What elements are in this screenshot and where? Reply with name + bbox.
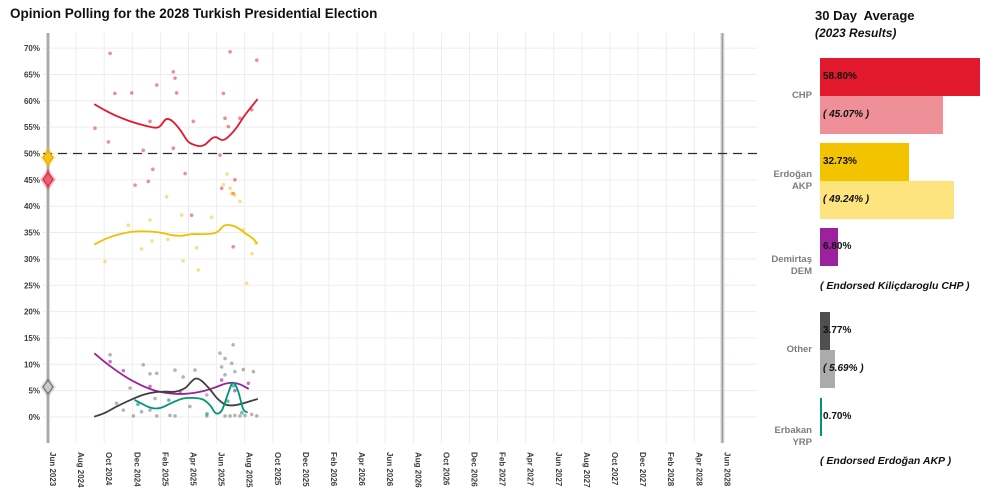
svg-text:Apr 2027: Apr 2027 — [526, 452, 535, 486]
chart-title: Opinion Polling for the 2028 Turkish Pre… — [10, 6, 378, 21]
party-label-akp: Erdoğan AKP — [773, 169, 812, 192]
svg-text:Oct 2026: Oct 2026 — [441, 452, 450, 486]
svg-text:Feb 2026: Feb 2026 — [329, 452, 338, 487]
svg-text:55%: 55% — [24, 123, 40, 132]
svg-text:Jun 2023: Jun 2023 — [48, 452, 57, 487]
avg-bar-dem — [820, 228, 839, 266]
svg-text:Oct 2024: Oct 2024 — [104, 452, 113, 486]
svg-text:20%: 20% — [24, 308, 40, 317]
party-row-other: Other 3.77% ( 5.69% ) — [770, 312, 1000, 388]
panel-header: 30 Day Average — [815, 8, 915, 23]
results-panel: 30 Day Average (2023 Results) CHP 58.80%… — [770, 0, 1000, 500]
svg-text:60%: 60% — [24, 97, 40, 106]
svg-text:Feb 2027: Feb 2027 — [498, 452, 507, 487]
svg-text:70%: 70% — [24, 44, 40, 53]
svg-text:Feb 2025: Feb 2025 — [160, 452, 169, 487]
party-label-chp: CHP — [791, 90, 812, 101]
svg-text:45%: 45% — [24, 176, 40, 185]
avg-value-chp: 58.80% — [823, 71, 857, 82]
result-value-akp: ( 49.24% ) — [823, 194, 870, 205]
party-row-akp: Erdoğan AKP 32.73% ( 49.24% ) — [770, 143, 1000, 219]
svg-text:Feb 2028: Feb 2028 — [666, 452, 675, 487]
party-label-other: Other — [786, 344, 812, 355]
svg-text:Aug 2025: Aug 2025 — [245, 452, 254, 488]
poll-points-Erdoğan AKP — [103, 172, 258, 285]
svg-text:Oct 2025: Oct 2025 — [273, 452, 282, 486]
avg-bar-other — [820, 312, 831, 350]
avg-bar-yrp — [820, 398, 822, 436]
party-row-dem: Demirtaş DEM 6.80% ( Endorsed Kiliçdarog… — [770, 228, 1000, 308]
svg-text:Dec 2026: Dec 2026 — [470, 452, 479, 487]
svg-text:Dec 2024: Dec 2024 — [132, 452, 141, 487]
avg-value-other: 3.77% — [823, 325, 852, 336]
party-row-yrp: Erbakan YRP 0.70% ( Endorsed Erdoğan AKP… — [770, 398, 1000, 473]
y-axis-labels: 0% 5% 10% 15% 20% 25% 30% 35% 40% 45% 50% 55% 60% 65%… — [24, 44, 40, 422]
svg-text:15%: 15% — [24, 334, 40, 343]
svg-text:Aug 2027: Aug 2027 — [582, 452, 591, 488]
svg-text:Aug 2024: Aug 2024 — [76, 452, 85, 488]
svg-text:Jun 2026: Jun 2026 — [385, 452, 394, 487]
svg-text:50%: 50% — [24, 150, 40, 159]
avg-bar-chp — [820, 58, 980, 96]
svg-text:35%: 35% — [24, 229, 40, 238]
svg-text:Dec 2025: Dec 2025 — [301, 452, 310, 487]
result-bar-chp — [820, 96, 943, 134]
avg-bar-akp — [820, 143, 910, 181]
svg-text:Jun 2025: Jun 2025 — [217, 452, 226, 487]
result-bar-akp — [820, 181, 954, 219]
result-value-other: ( 5.69% ) — [823, 363, 864, 374]
trend-line-Erdoğan AKP — [94, 224, 258, 246]
svg-text:Apr 2026: Apr 2026 — [357, 452, 366, 486]
svg-text:Apr 2025: Apr 2025 — [189, 452, 198, 486]
poll-points-Erbakan YRP — [136, 384, 244, 416]
svg-text:Jun 2028: Jun 2028 — [722, 452, 731, 487]
poll-points-CHP — [93, 49, 259, 249]
svg-text:Dec 2027: Dec 2027 — [638, 452, 647, 487]
svg-text:65%: 65% — [24, 70, 40, 79]
svg-text:Aug 2026: Aug 2026 — [413, 452, 422, 488]
panel-subheader: (2023 Results) — [815, 26, 897, 40]
party-row-chp: CHP 58.80% ( 45.07% ) — [770, 58, 1000, 134]
svg-text:25%: 25% — [24, 281, 40, 290]
svg-text:Apr 2028: Apr 2028 — [694, 452, 703, 486]
party-label-yrp: Erbakan YRP — [774, 425, 813, 448]
svg-text:30%: 30% — [24, 255, 40, 264]
svg-text:Jun 2027: Jun 2027 — [554, 452, 563, 487]
2023-result-markers — [40, 146, 56, 399]
result-bar-other — [820, 350, 836, 388]
avg-value-yrp: 0.70% — [823, 411, 852, 422]
svg-text:10%: 10% — [24, 360, 40, 369]
trend-line-Erbakan YRP — [134, 381, 248, 415]
svg-text:40%: 40% — [24, 202, 40, 211]
endorsement-yrp: ( Endorsed Erdoğan AKP ) — [820, 455, 952, 467]
trend-line-Demirtaş DEM — [94, 352, 249, 395]
poll-points-Other — [108, 343, 259, 418]
trend-line-CHP — [94, 98, 258, 148]
gridlines — [43, 33, 757, 443]
endorsement-dem: ( Endorsed Kiliçdaroglu CHP ) — [820, 280, 970, 292]
election-day-lines — [46, 33, 725, 443]
party-label-dem: Demirtaş DEM — [771, 254, 812, 277]
result-value-chp: ( 45.07% ) — [823, 109, 870, 120]
polling-chart: 0% 5% 10% 15% 20% 25% 30% 35% 40% 45% 50% 55% 60% 65%… — [24, 33, 757, 488]
svg-text:0%: 0% — [28, 413, 40, 422]
avg-value-akp: 32.73% — [823, 156, 857, 167]
svg-text:Oct 2027: Oct 2027 — [610, 452, 619, 486]
trend-line-Other — [94, 377, 258, 418]
svg-text:5%: 5% — [28, 387, 40, 396]
x-axis-labels: Jun 2023 Aug 2024 Oct 2024 Dec 2024 Feb 2025… — [48, 452, 731, 488]
avg-value-dem: 6.80% — [823, 241, 852, 252]
